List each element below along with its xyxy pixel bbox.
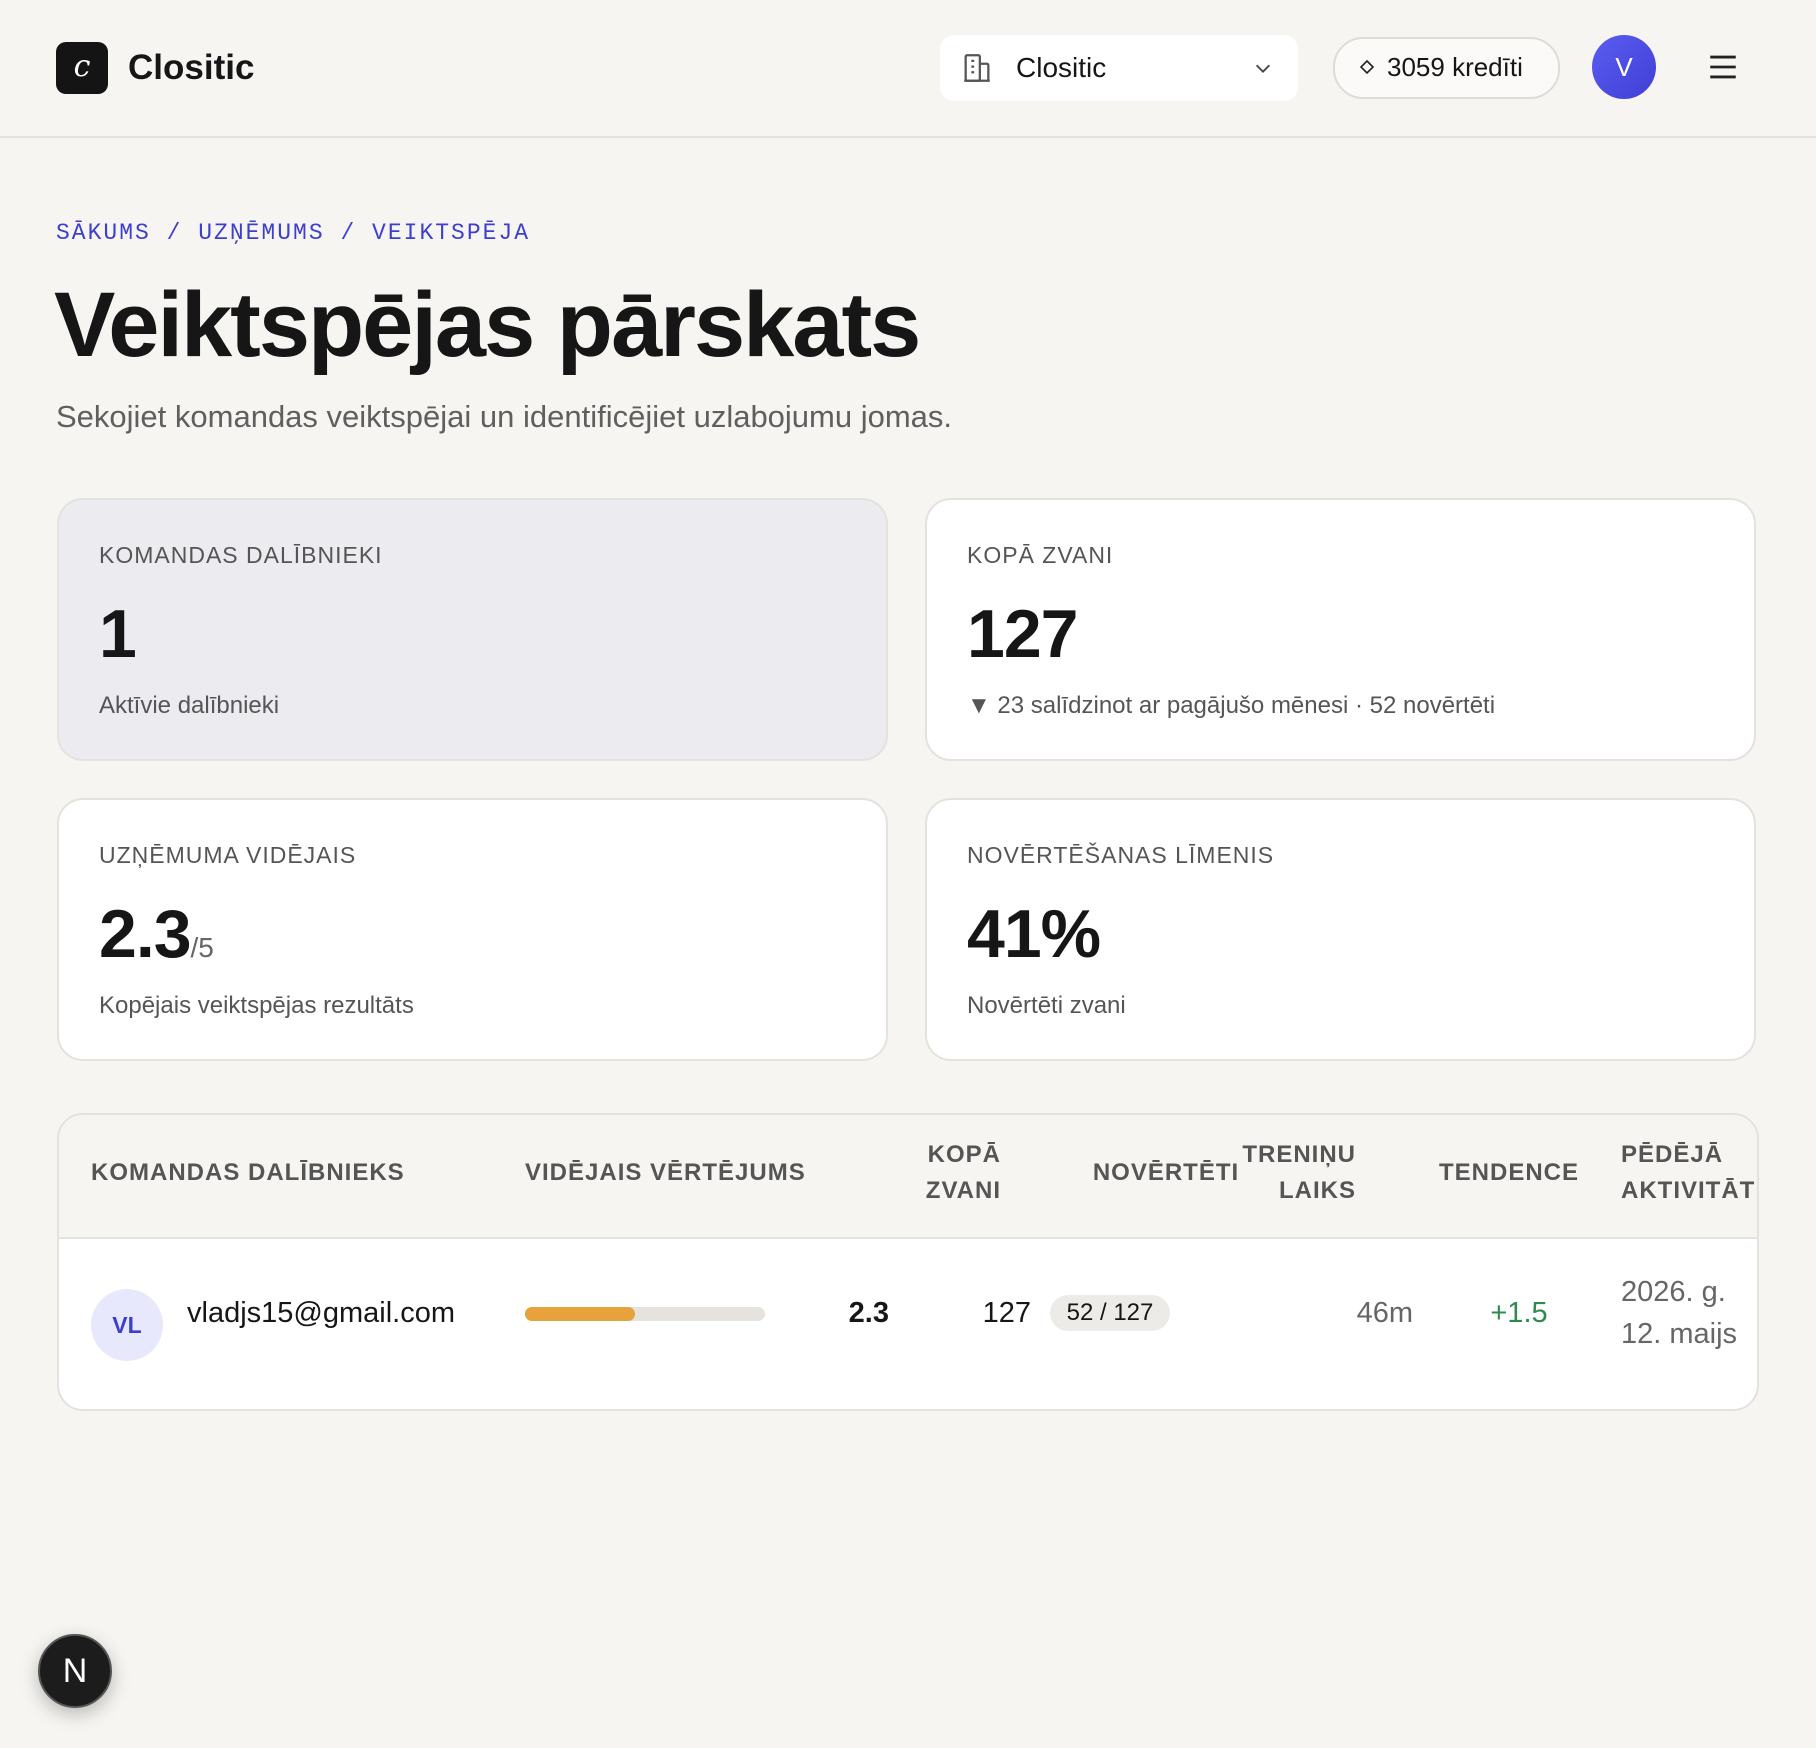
member-avatar: VL <box>91 1289 163 1361</box>
stat-note: Kopējais veiktspējas rezultāts <box>99 992 414 1019</box>
building-icon <box>964 54 990 82</box>
column-header[interactable]: KOPĀ ZVANI <box>925 1141 1001 1204</box>
stat-card: KOMANDAS DALĪBNIEKI 1 Aktīvie dalībnieki <box>57 498 888 761</box>
stat-number: 2.3 <box>99 896 192 972</box>
stat-number: 41% <box>967 896 1101 972</box>
top-bar: c Clositic Clositic 3059 kredīti V <box>0 0 1816 138</box>
stat-card: KOPĀ ZVANI 127 ▼ 23 salīdzinot ar pagājušo… <box>925 498 1756 761</box>
score-bar-track <box>525 1307 765 1321</box>
column-header[interactable]: TENDENCE <box>1438 1159 1579 1186</box>
stat-value: 41% <box>967 896 1101 972</box>
column-header[interactable]: PĒDĒJĀ AKTIVITĀTE <box>1621 1141 1759 1204</box>
credits-text: 3059 kredīti <box>1387 52 1523 82</box>
page-title: Veiktspējas pārskats <box>54 274 921 376</box>
rated-pill: 52 / 127 <box>1050 1295 1170 1331</box>
user-avatar[interactable]: V <box>1592 35 1656 99</box>
stat-note: Aktīvie dalībnieki <box>99 692 280 719</box>
column-header[interactable]: TRENIŅU LAIKS <box>1242 1141 1356 1204</box>
breadcrumb[interactable]: SĀKUMS / UZŅĒMUMS / VEIKTSPĒJA <box>56 220 531 246</box>
score-value: 2.3 <box>848 1297 889 1329</box>
calls-value: 127 <box>982 1297 1031 1329</box>
menu-button[interactable] <box>1706 50 1740 84</box>
org-selector[interactable]: Clositic <box>940 35 1298 101</box>
credits-pill[interactable]: 3059 kredīti <box>1333 37 1560 99</box>
stat-suffix: /5 <box>190 932 214 963</box>
stat-note: Novērtēti zvani <box>967 992 1126 1019</box>
last-activity: 2026. g. 12. maijs <box>1621 1276 1738 1350</box>
stat-value: 127 <box>967 596 1078 672</box>
column-header[interactable]: NOVĒRTĒTI <box>1092 1159 1240 1186</box>
table-header: KOMANDAS DALĪBNIEKS VIDĒJAIS VĒRTĒJUMS KOP… <box>59 1115 1759 1239</box>
stat-label: NOVĒRTĒŠANAS LĪMENIS <box>967 842 1275 868</box>
chevron-icon <box>1255 64 1271 73</box>
column-header[interactable]: VIDĒJAIS VĒRTĒJUMS <box>525 1159 806 1186</box>
diamond-icon <box>1359 59 1375 75</box>
logo[interactable]: c <box>56 42 108 94</box>
dev-badge[interactable]: N <box>38 1634 112 1708</box>
stat-card: UZŅĒMUMA VIDĒJAIS 2.3/5 Kopējais veiktspēj… <box>57 798 888 1061</box>
trend-value: +1.5 <box>1490 1297 1548 1329</box>
stat-label: UZŅĒMUMA VIDĒJAIS <box>99 842 357 868</box>
brand[interactable]: Clositic <box>128 48 255 87</box>
team-table: KOMANDAS DALĪBNIEKS VIDĒJAIS VĒRTĒJUMS KOP… <box>57 1113 1759 1411</box>
stat-number: 127 <box>967 596 1078 672</box>
stat-note: ▼ 23 salīdzinot ar pagājušo mēnesi · 52 … <box>967 692 1496 719</box>
stat-label: KOPĀ ZVANI <box>967 542 1114 568</box>
stat-value: 1 <box>99 596 137 672</box>
stat-card: NOVĒRTĒŠANAS LĪMENIS 41% Novērtēti zvani <box>925 798 1756 1061</box>
stat-value: 2.3/5 <box>99 896 214 986</box>
column-header[interactable]: KOMANDAS DALĪBNIEKS <box>91 1159 405 1186</box>
member-email[interactable]: vladjs15@gmail.com <box>187 1297 455 1329</box>
org-name: Clositic <box>1016 52 1107 83</box>
stat-label: KOMANDAS DALĪBNIEKI <box>99 542 383 568</box>
score-bar-fill <box>525 1307 636 1321</box>
page-subtitle: Sekojiet komandas veiktspējai un identif… <box>56 399 953 434</box>
stat-number: 1 <box>99 596 137 672</box>
training-value: 46m <box>1356 1297 1413 1329</box>
